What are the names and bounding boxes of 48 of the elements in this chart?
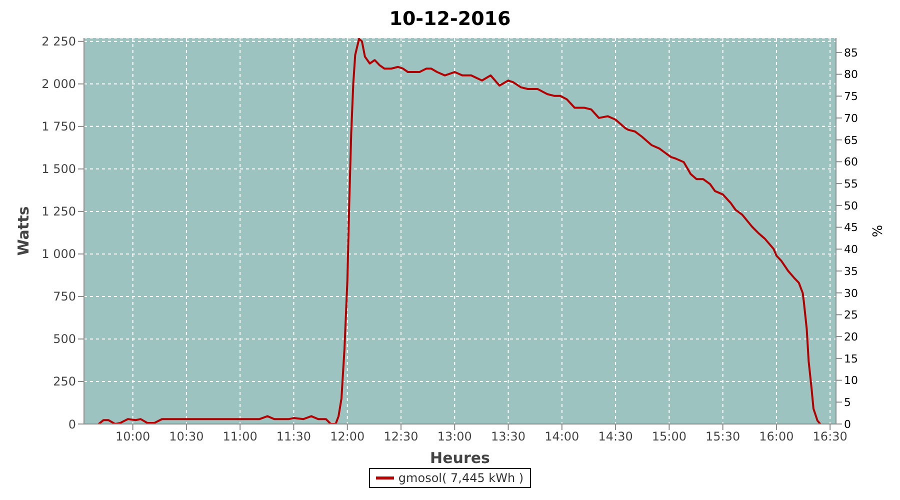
x-tick-label: 11:00: [222, 430, 258, 444]
y2-tick-label: 50: [844, 199, 858, 212]
y2-tick-label: 40: [844, 243, 858, 256]
y2-tick-label: 5: [844, 396, 851, 410]
chart-title: 10-12-2016: [388, 8, 512, 32]
line-series: [98, 38, 822, 424]
y-tick-label: 250: [53, 374, 76, 389]
y2-tick-label: 80: [844, 68, 858, 82]
x-tick-label: 15:00: [652, 430, 686, 444]
y2-tick-label: 30: [844, 286, 858, 300]
x-tick-label: 11:30: [276, 430, 312, 444]
y-tick-label: 1 500: [42, 162, 76, 176]
y2-tick-label: 75: [844, 90, 858, 104]
y-tick-label: 0: [68, 417, 76, 432]
y2-tick-label: 0: [844, 418, 851, 431]
y-axis-title: Watts: [14, 206, 32, 256]
y2-tick-label: 45: [844, 221, 858, 234]
y-tick-label: 1 250: [42, 204, 76, 219]
y-tick-label: 750: [53, 290, 76, 304]
y2-axis-title: %: [868, 224, 884, 238]
y2-tick-label: 20: [844, 330, 858, 344]
y-tick-label: 500: [53, 332, 76, 346]
x-tick-label: 16:30: [812, 430, 848, 444]
x-tick-label: 13:30: [490, 430, 526, 444]
x-tick-label: 10:00: [116, 430, 150, 444]
x-axis-title: Heures: [430, 449, 490, 467]
y2-tick-label: 10: [844, 374, 858, 388]
y2-tick-label: 35: [844, 264, 858, 278]
y-tick-label: 1 750: [42, 120, 76, 134]
y2-tick-label: 85: [844, 46, 858, 60]
x-tick-label: 14:00: [544, 430, 580, 444]
x-tick-label: 16:00: [759, 430, 794, 444]
y2-tick-label: 60: [844, 156, 858, 169]
x-tick-label: 15:30: [706, 430, 740, 444]
x-tick-label: 12:30: [384, 430, 418, 444]
y2-tick-label: 70: [844, 112, 858, 125]
y2-tick-label: 55: [844, 177, 858, 190]
x-tick-label: 12:00: [330, 430, 365, 444]
y-tick-label: 2 250: [42, 34, 76, 49]
x-tick-label: 10:30: [169, 430, 204, 444]
x-tick-label: 13:00: [437, 430, 472, 444]
y-tick-label: 1 000: [42, 247, 76, 262]
legend-label: gmosol( 7,445 kWh ): [398, 471, 524, 485]
y2-tick-label: 65: [844, 134, 858, 147]
y2-tick-label: 15: [844, 352, 858, 366]
y2-tick-label: 25: [844, 308, 858, 322]
y-tick-label: 2 000: [42, 77, 76, 92]
x-tick-label: 14:30: [598, 430, 633, 444]
